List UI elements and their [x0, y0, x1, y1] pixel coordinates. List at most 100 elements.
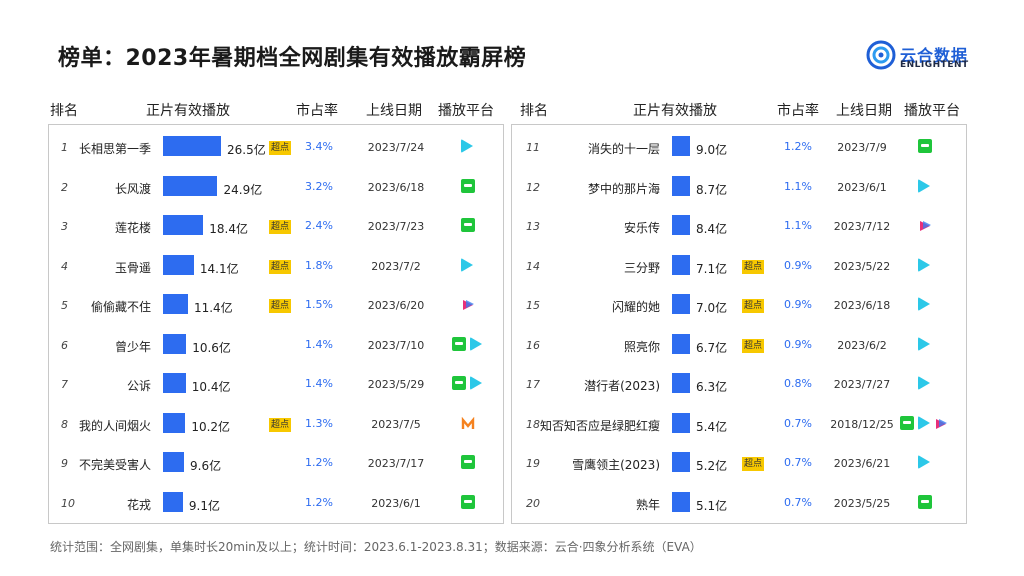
- tencent-video-icon: [918, 257, 930, 272]
- release-date: 2023/7/23: [367, 220, 425, 233]
- table-row: 18 知否知否应是绿肥红瘦 5.4亿 0.7% 2018/12/25: [512, 406, 966, 446]
- release-date: 2023/5/22: [833, 259, 891, 273]
- rank-number: 8: [61, 417, 68, 431]
- mgtv-icon: [461, 416, 475, 430]
- drama-name: 知否知否应是绿肥红瘦: [539, 418, 660, 433]
- platform-icons: [452, 375, 482, 391]
- views-bar: [163, 215, 204, 235]
- iqiyi-icon: [452, 336, 466, 351]
- platform-icons: [452, 336, 482, 352]
- market-share: 1.2%: [784, 140, 812, 153]
- release-date: 2023/6/1: [371, 496, 421, 510]
- iqiyi-icon: [918, 139, 932, 153]
- release-date: 2023/5/29: [367, 378, 425, 391]
- header-rank-left: 排名: [50, 103, 78, 119]
- drama-name: 雪鹰领主(2023): [572, 458, 660, 472]
- platform-icons: [461, 296, 475, 312]
- table-row: 9 不完美受害人 9.6亿 1.2% 2023/7/17: [49, 445, 503, 485]
- iqiyi-icon: [461, 178, 475, 193]
- rank-number: 14: [526, 259, 540, 273]
- drama-name: 我的人间烟火: [78, 418, 151, 433]
- release-date: 2023/7/9: [837, 141, 887, 154]
- market-share: 1.4%: [305, 337, 333, 351]
- super-vod-badge: 超点: [269, 417, 292, 432]
- views-bar: [672, 294, 690, 314]
- market-share: 1.4%: [305, 377, 333, 390]
- views-value-label: 8.4亿: [696, 222, 728, 236]
- release-date: 2023/7/27: [833, 378, 891, 391]
- logo-icon: [866, 40, 896, 70]
- release-date: 2023/6/20: [367, 299, 425, 312]
- market-share: 2.4%: [305, 219, 333, 232]
- market-share: 0.7%: [784, 495, 812, 509]
- drama-name: 照亮你: [623, 339, 660, 354]
- header-platform-right: 播放平台: [904, 103, 960, 119]
- header-date-left: 上线日期: [366, 103, 422, 119]
- super-vod-badge: 超点: [742, 457, 765, 471]
- views-bar: [672, 491, 690, 512]
- drama-name: 不完美受害人: [78, 458, 151, 472]
- views-value-label: 10.4亿: [191, 380, 231, 394]
- platform-icons: [461, 454, 475, 470]
- views-bar: [163, 373, 186, 393]
- market-share: 3.4%: [305, 140, 333, 153]
- iqiyi-icon: [900, 415, 914, 430]
- platform-icons: [918, 257, 930, 273]
- iqiyi-icon: [452, 376, 466, 390]
- tencent-video-icon: [918, 297, 930, 311]
- views-bar: [163, 491, 183, 512]
- platform-icons: [900, 415, 948, 431]
- table-row: 10 花戎 9.1亿 1.2% 2023/6/1: [49, 485, 503, 525]
- release-date: 2023/6/18: [833, 299, 891, 312]
- super-vod-badge: 超点: [742, 338, 765, 353]
- release-date: 2023/7/12: [833, 220, 891, 233]
- rank-number: 9: [61, 457, 68, 470]
- market-share: 1.1%: [784, 179, 812, 193]
- views-bar: [672, 215, 690, 235]
- release-date: 2023/7/17: [367, 457, 425, 470]
- views-value-label: 26.5亿: [227, 143, 266, 157]
- platform-icons: [461, 415, 475, 431]
- market-share: 0.9%: [784, 258, 812, 272]
- release-date: 2023/7/10: [367, 338, 425, 352]
- tencent-video-icon: [918, 336, 930, 351]
- market-share: 1.8%: [305, 258, 333, 272]
- header-share-left: 市占率: [296, 103, 338, 119]
- release-date: 2023/7/5: [371, 417, 421, 431]
- rank-number: 15: [526, 299, 540, 312]
- table-row: 16 照亮你 6.7亿 超点 0.9% 2023/6/2: [512, 327, 966, 367]
- header-views-left: 正片有效播放: [146, 103, 230, 119]
- release-date: 2018/12/25: [830, 417, 894, 431]
- release-date: 2023/7/2: [371, 259, 421, 273]
- youku-icon: [934, 416, 948, 430]
- table-row: 5 偷偷藏不住 11.4亿 超点 1.5% 2023/6/20: [49, 287, 503, 327]
- market-share: 0.7%: [784, 416, 812, 430]
- release-date: 2023/6/18: [367, 180, 425, 194]
- drama-name: 闪耀的她: [611, 300, 660, 314]
- rank-number: 20: [526, 496, 540, 510]
- table-row: 12 梦中的那片海 8.7亿 1.1% 2023/6/1: [512, 169, 966, 209]
- drama-name: 梦中的那片海: [587, 181, 660, 196]
- views-bar: [163, 254, 194, 275]
- table-row: 19 雪鹰领主(2023) 5.2亿 超点 0.7% 2023/6/21: [512, 445, 966, 485]
- tencent-video-icon: [470, 376, 482, 390]
- views-value-label: 10.6亿: [192, 340, 231, 355]
- tencent-video-icon: [918, 376, 930, 390]
- super-vod-badge: 超点: [742, 299, 765, 313]
- platform-icons: [461, 217, 475, 233]
- views-bar: [672, 452, 690, 472]
- views-bar: [163, 333, 187, 354]
- tencent-video-icon: [470, 336, 482, 351]
- table-row: 11 消失的十一层 9.0亿 1.2% 2023/7/9: [512, 129, 966, 169]
- drama-name: 长风渡: [114, 181, 151, 196]
- drama-name: 花戎: [126, 497, 151, 512]
- platform-icons: [918, 296, 930, 312]
- market-share: 3.2%: [305, 179, 333, 193]
- rank-number: 19: [526, 457, 540, 470]
- views-value-label: 5.4亿: [696, 419, 728, 434]
- drama-name: 曾少年: [114, 339, 151, 354]
- iqiyi-icon: [918, 494, 932, 509]
- tencent-video-icon: [918, 415, 930, 430]
- super-vod-badge: 超点: [269, 259, 292, 274]
- market-share: 1.1%: [784, 219, 812, 232]
